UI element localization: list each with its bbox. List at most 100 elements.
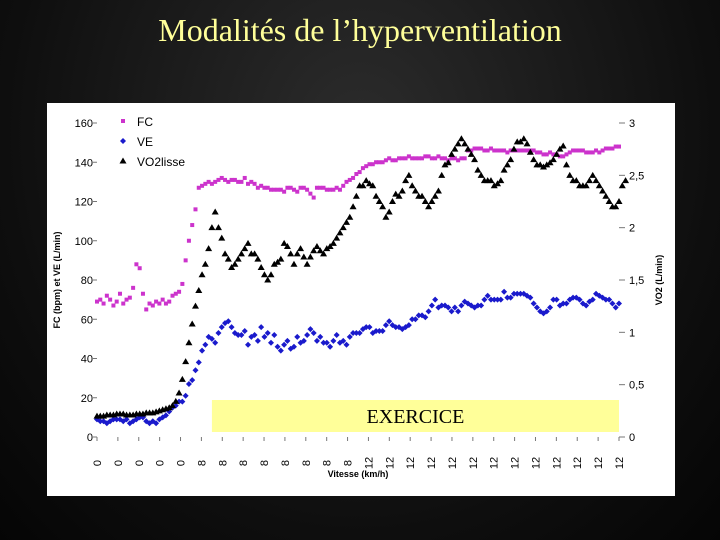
- x-tick-label: 8: [322, 460, 334, 466]
- vo2-point: [585, 177, 593, 184]
- vo2-point: [464, 145, 472, 152]
- ve-point: [294, 333, 301, 340]
- ve-point: [583, 302, 590, 309]
- ve-point: [189, 377, 196, 384]
- ve-point: [300, 337, 307, 344]
- fc-point: [439, 156, 444, 161]
- fc-point: [502, 148, 507, 153]
- fc-point: [515, 148, 520, 153]
- fc-point: [505, 150, 510, 155]
- fc-point: [150, 303, 155, 308]
- fc-point: [397, 156, 402, 161]
- exercice-band: [211, 400, 620, 432]
- fc-point: [265, 185, 270, 190]
- vo2-point: [228, 263, 236, 270]
- fc-point: [377, 160, 382, 165]
- fc-point: [613, 144, 618, 149]
- fc-point: [246, 181, 251, 186]
- x-tick-label: 0: [92, 460, 104, 466]
- vo2-point: [425, 203, 433, 210]
- ve-point: [330, 337, 337, 344]
- vo2-point: [205, 245, 213, 252]
- ve-point: [225, 318, 232, 325]
- vo2-point: [362, 177, 370, 184]
- vo2-point: [500, 166, 508, 173]
- ve-point: [100, 418, 107, 425]
- fc-point: [269, 187, 273, 192]
- chart-panel: 0 20 40 60 80 100 120 140 160 0 0,5 1 1,5 2 2,5 3 0 0 0 0 0 8…: [47, 103, 675, 496]
- vo2-point: [231, 260, 239, 267]
- fc-point: [416, 156, 421, 161]
- ve-point: [202, 341, 209, 348]
- fc-point: [508, 148, 513, 153]
- left-tick-label: 120: [75, 197, 93, 209]
- ve-point: [222, 320, 229, 327]
- fc-point: [295, 189, 300, 194]
- fc-point: [577, 148, 582, 153]
- x-tick-label: 12: [510, 457, 522, 469]
- vo2-point: [375, 198, 383, 204]
- x-tick-label: 12: [363, 457, 375, 469]
- vo2-point: [402, 177, 410, 184]
- vo2-point: [221, 250, 229, 257]
- fc-point: [400, 156, 405, 161]
- ve-point: [547, 304, 554, 311]
- vo2-point: [546, 159, 554, 166]
- vo2-point: [408, 182, 416, 189]
- fc-point: [531, 148, 536, 153]
- fc-point: [305, 187, 310, 192]
- exercice-label: EXERCICE: [367, 406, 465, 428]
- vo2-point: [395, 192, 403, 199]
- fc-point: [571, 148, 576, 153]
- ve-point: [182, 392, 189, 399]
- legend-label-1: VE: [137, 135, 153, 149]
- vo2-point: [454, 140, 462, 147]
- fc-point: [603, 146, 608, 151]
- vo2-point: [589, 171, 597, 178]
- left-tick-label: 20: [81, 393, 93, 405]
- fc-point: [534, 150, 539, 155]
- vo2-point: [471, 156, 479, 163]
- right-tick-label: 0: [629, 432, 635, 444]
- fc-point: [574, 148, 579, 153]
- fc-point: [95, 299, 99, 304]
- fc-point: [226, 179, 231, 184]
- vo2-point: [388, 198, 396, 204]
- fc-point: [337, 187, 342, 192]
- ve-point: [448, 308, 455, 315]
- fc-point: [344, 179, 349, 184]
- vo2-point: [290, 260, 298, 267]
- ve-point: [336, 339, 343, 346]
- fc-point: [216, 177, 221, 182]
- fc-point: [617, 144, 621, 149]
- vo2-point: [553, 150, 561, 157]
- left-tick-label: 40: [81, 354, 93, 366]
- vo2-point: [320, 250, 328, 257]
- fc-point: [594, 148, 599, 153]
- ve-point: [313, 337, 320, 344]
- fc-point: [413, 156, 418, 161]
- ve-point: [343, 341, 350, 348]
- x-tick-label: 8: [280, 460, 292, 466]
- fc-point: [567, 150, 572, 155]
- ve-point: [307, 326, 314, 333]
- vo2-point: [264, 276, 272, 283]
- ve-point: [346, 333, 353, 340]
- x-axis-title: Vitesse (km/h): [328, 469, 389, 479]
- x-tick-label: 12: [614, 457, 626, 469]
- fc-point: [538, 150, 543, 155]
- fc-point: [561, 154, 566, 159]
- vo2-point: [530, 156, 538, 163]
- vo2-point: [421, 198, 429, 204]
- ve-point: [123, 416, 130, 423]
- vo2-point: [214, 224, 222, 231]
- fc-point: [584, 150, 589, 155]
- ve-point: [363, 324, 370, 331]
- vo2-point: [556, 145, 564, 152]
- vo2-point: [277, 255, 285, 262]
- ve-point: [179, 398, 186, 405]
- vo2-point: [175, 389, 183, 396]
- vo2-point: [461, 140, 469, 147]
- vo2-point: [172, 397, 180, 404]
- ve-point: [261, 333, 268, 340]
